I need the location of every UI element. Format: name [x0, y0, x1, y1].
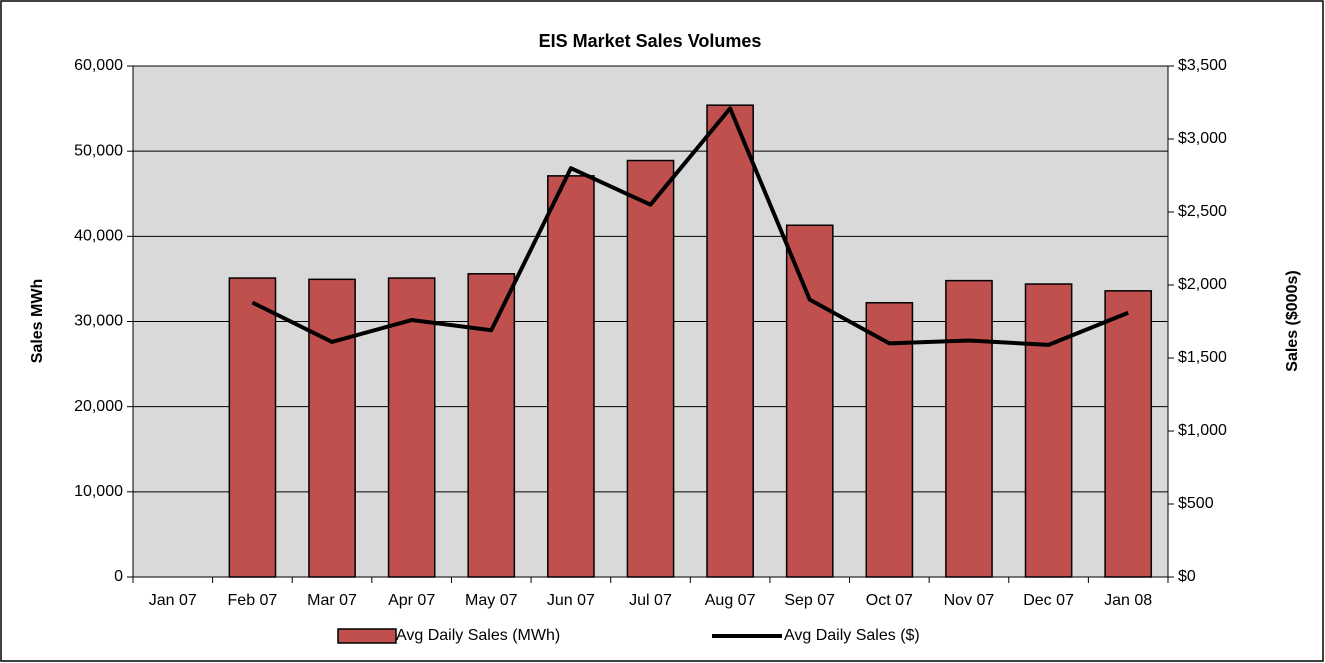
bar: [228, 277, 277, 578]
y-tick-label: 30,000: [74, 313, 123, 330]
bar: [387, 277, 436, 578]
y2-tick-label: $3,500: [1178, 57, 1227, 74]
bar: [308, 278, 356, 578]
bar: [706, 104, 754, 578]
y-tick-label: 50,000: [74, 142, 123, 159]
y-tick-label: 40,000: [74, 228, 123, 245]
y2-tick-label: $2,500: [1178, 203, 1227, 220]
bar: [626, 159, 675, 578]
x-tick-label: Apr 07: [388, 592, 435, 609]
y-tick-label: 60,000: [74, 57, 123, 74]
y2-axis-label: Sales ($000s): [1284, 270, 1301, 371]
x-tick-label: Mar 07: [307, 592, 357, 609]
x-tick-label: Oct 07: [866, 592, 913, 609]
x-tick-label: Dec 07: [1023, 592, 1074, 609]
y2-tick-label: $1,000: [1178, 422, 1227, 439]
y2-tick-label: $3,000: [1178, 130, 1227, 147]
y2-tick-label: $1,500: [1178, 349, 1227, 366]
x-tick-label: May 07: [465, 592, 518, 609]
bar: [1104, 290, 1153, 578]
legend-label: Avg Daily Sales ($): [784, 627, 920, 644]
line: [251, 106, 1129, 347]
x-tick-label: Jun 07: [547, 592, 595, 609]
y2-tick-label: $0: [1178, 568, 1196, 585]
y-axis-label: Sales MWh: [29, 279, 46, 363]
x-tick-label: Feb 07: [228, 592, 278, 609]
y2-tick-label: $500: [1178, 495, 1214, 512]
chart-title: EIS Market Sales Volumes: [539, 31, 762, 51]
legend-label: Avg Daily Sales (MWh): [396, 627, 560, 644]
bar: [945, 279, 993, 578]
x-tick-label: Jan 08: [1104, 592, 1152, 609]
legend-swatch: [337, 628, 397, 644]
bar: [865, 302, 914, 578]
y-tick-label: 20,000: [74, 398, 123, 415]
x-tick-label: Aug 07: [705, 592, 756, 609]
y-tick-label: 0: [114, 568, 123, 585]
y2-tick-label: $2,000: [1178, 276, 1227, 293]
bar: [547, 175, 595, 578]
bar: [467, 273, 516, 578]
x-tick-label: Jan 07: [149, 592, 197, 609]
x-tick-label: Nov 07: [944, 592, 995, 609]
bar: [785, 224, 834, 578]
x-tick-label: Sep 07: [784, 592, 835, 609]
bar: [1024, 283, 1073, 578]
y-tick-label: 10,000: [74, 483, 123, 500]
x-tick-label: Jul 07: [629, 592, 672, 609]
